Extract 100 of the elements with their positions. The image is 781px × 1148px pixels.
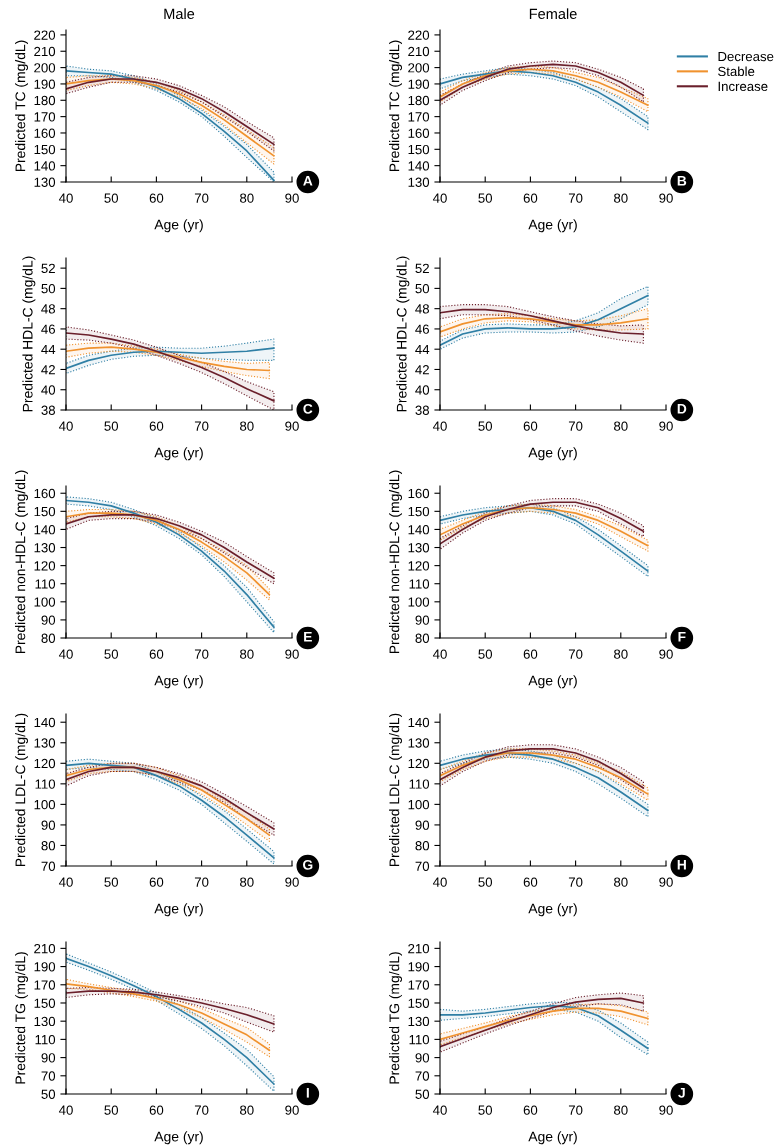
x-tick-label: 60 (149, 877, 164, 887)
y-tick-label: 180 (34, 95, 56, 106)
text: G (302, 859, 313, 870)
y-tick-label: 180 (408, 95, 430, 106)
y-tick-label: 170 (34, 112, 56, 122)
x-axis-title: Age (yr) (154, 1131, 203, 1145)
y-tick-label: 130 (34, 177, 56, 187)
y-tick-label: 130 (34, 1016, 56, 1027)
y-tick-label: 100 (34, 597, 56, 607)
y-axis-title: Predicted TC (mg/dL) (389, 40, 403, 172)
y-tick-label: 110 (409, 579, 430, 589)
text: J (678, 1088, 685, 1098)
x-tick-label: 80 (614, 877, 628, 887)
y-tick-label: 90 (41, 1053, 56, 1063)
x-tick-label: 50 (104, 193, 119, 203)
y-tick-label: 220 (408, 30, 430, 40)
y-tick-label: 110 (35, 1034, 56, 1045)
y-tick-label: 120 (34, 561, 56, 571)
y-tick-label: 110 (409, 779, 430, 789)
y-tick-label: 140 (408, 525, 430, 535)
y-tick-label: 140 (34, 525, 56, 535)
x-axis-title: Age (yr) (154, 447, 203, 461)
text: C (303, 403, 313, 414)
y-tick-label: 160 (34, 488, 56, 499)
x-tick-label: 40 (58, 649, 73, 659)
y-tick-label: 50 (415, 283, 430, 294)
x-tick-label: 80 (614, 421, 628, 431)
x-tick-label: 70 (568, 193, 583, 203)
x-tick-label: 60 (149, 421, 164, 431)
y-tick-label: 80 (415, 633, 430, 643)
y-axis-title: Predicted TG (mg/dL) (389, 952, 403, 1084)
y-tick-label: 44 (415, 344, 430, 354)
chart-title: Male (164, 8, 195, 20)
x-tick-label: 50 (478, 193, 493, 203)
x-axis-title: Age (yr) (528, 903, 577, 917)
y-tick-label: 120 (408, 561, 430, 571)
x-tick-label: 90 (285, 421, 299, 431)
legend-label: Stable (718, 66, 755, 77)
y-tick-label: 130 (408, 177, 430, 187)
x-tick-label: 60 (523, 421, 538, 431)
x-axis-title: Age (yr) (154, 903, 203, 917)
x-tick-label: 40 (432, 649, 447, 659)
x-tick-label: 80 (240, 1105, 254, 1115)
x-tick-label: 50 (478, 421, 493, 431)
y-tick-label: 110 (35, 779, 56, 789)
y-tick-label: 140 (408, 717, 430, 728)
y-tick-label: 120 (34, 758, 56, 769)
text: D (677, 404, 687, 414)
x-tick-label: 90 (285, 649, 299, 659)
y-tick-label: 80 (41, 841, 56, 851)
y-tick-label: 70 (415, 861, 430, 871)
x-tick-label: 40 (58, 193, 73, 203)
y-tick-label: 40 (415, 385, 430, 395)
x-tick-label: 40 (58, 877, 73, 887)
x-tick-label: 80 (240, 877, 254, 887)
y-tick-label: 40 (41, 385, 56, 395)
y-tick-label: 46 (41, 324, 55, 334)
x-tick-label: 60 (149, 193, 164, 203)
x-tick-label: 70 (194, 877, 209, 887)
y-tick-label: 210 (408, 46, 430, 57)
y-axis-title: Predicted non-HDL-C (mg/dL) (389, 470, 403, 654)
y-tick-label: 130 (408, 1016, 430, 1027)
x-tick-label: 80 (240, 193, 254, 203)
x-axis-title: Age (yr) (528, 219, 577, 233)
y-tick-label: 170 (408, 112, 430, 122)
chart-title: Female (529, 8, 577, 20)
x-tick-label: 40 (432, 877, 447, 887)
y-axis-title: Predicted LDL-C (mg/dL) (389, 713, 403, 867)
x-tick-label: 50 (478, 877, 493, 887)
y-tick-label: 150 (34, 144, 56, 155)
y-tick-label: 52 (41, 263, 55, 274)
y-tick-label: 80 (41, 633, 56, 643)
y-tick-label: 50 (41, 1089, 56, 1099)
y-tick-label: 150 (408, 998, 430, 1008)
y-tick-label: 160 (34, 128, 56, 138)
y-tick-label: 42 (415, 365, 429, 375)
y-tick-label: 150 (34, 998, 56, 1008)
y-axis-title: Predicted HDL-C (mg/dL) (396, 256, 410, 412)
y-tick-label: 190 (408, 79, 430, 89)
x-axis-title: Age (yr) (154, 219, 203, 233)
x-tick-label: 50 (104, 421, 119, 431)
y-tick-label: 120 (408, 758, 430, 769)
y-tick-label: 50 (41, 283, 56, 294)
y-tick-label: 50 (415, 1089, 430, 1099)
y-tick-label: 160 (408, 488, 430, 499)
y-axis-title: Predicted non-HDL-C (mg/dL) (15, 470, 29, 654)
x-axis-title: Age (yr) (528, 1131, 577, 1145)
x-tick-label: 60 (523, 649, 538, 659)
x-tick-label: 50 (478, 1105, 493, 1115)
y-tick-label: 48 (41, 304, 56, 314)
y-tick-label: 190 (34, 79, 56, 89)
x-tick-label: 90 (659, 877, 673, 887)
text: A (303, 176, 313, 186)
y-tick-label: 150 (408, 144, 430, 155)
x-tick-label: 90 (659, 421, 673, 431)
y-tick-label: 150 (34, 506, 56, 517)
y-tick-label: 42 (41, 365, 55, 375)
x-tick-label: 70 (194, 193, 209, 203)
x-tick-label: 70 (568, 877, 583, 887)
y-tick-label: 170 (34, 980, 56, 990)
